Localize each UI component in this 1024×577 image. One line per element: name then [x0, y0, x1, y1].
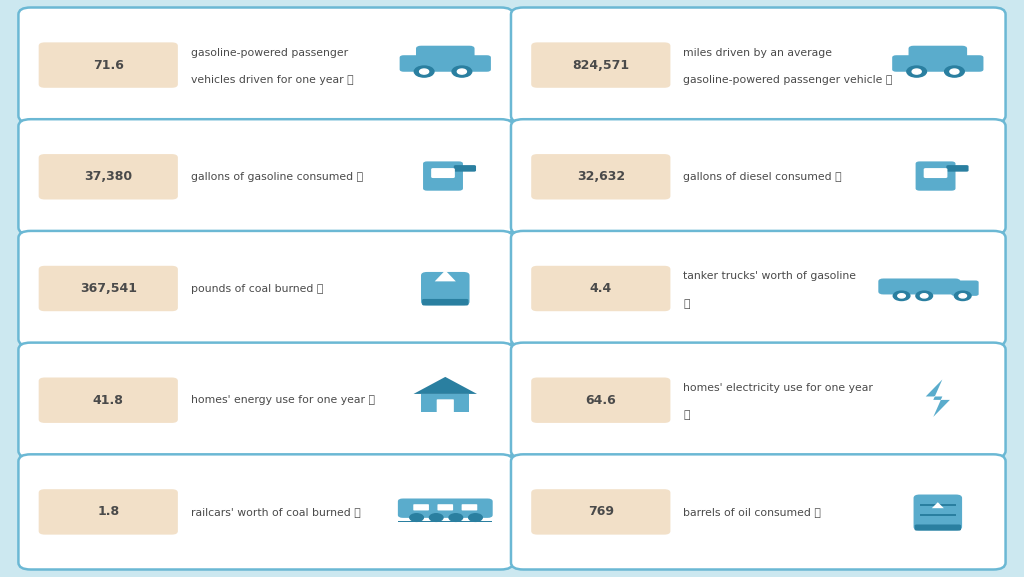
Polygon shape — [414, 377, 477, 394]
FancyBboxPatch shape — [421, 272, 470, 305]
FancyBboxPatch shape — [531, 42, 671, 88]
Polygon shape — [926, 380, 950, 417]
FancyBboxPatch shape — [462, 504, 477, 511]
Circle shape — [954, 291, 971, 301]
Circle shape — [898, 294, 905, 298]
Text: 769: 769 — [588, 505, 613, 518]
Circle shape — [429, 514, 443, 522]
FancyBboxPatch shape — [431, 168, 455, 178]
FancyBboxPatch shape — [39, 154, 178, 200]
Text: ⓘ: ⓘ — [683, 410, 689, 421]
FancyBboxPatch shape — [421, 394, 469, 412]
Text: homes' energy use for one year ⓘ: homes' energy use for one year ⓘ — [190, 395, 375, 405]
Text: 64.6: 64.6 — [586, 394, 616, 407]
Circle shape — [958, 294, 967, 298]
Text: 367,541: 367,541 — [80, 282, 137, 295]
Text: 824,571: 824,571 — [572, 59, 630, 72]
Text: gasoline-powered passenger: gasoline-powered passenger — [190, 48, 348, 58]
Circle shape — [893, 291, 910, 301]
Text: railcars' worth of coal burned ⓘ: railcars' worth of coal burned ⓘ — [190, 507, 360, 517]
FancyBboxPatch shape — [920, 504, 956, 505]
Circle shape — [410, 514, 423, 522]
FancyBboxPatch shape — [398, 499, 493, 518]
Polygon shape — [932, 502, 944, 508]
Text: 1.8: 1.8 — [97, 505, 120, 518]
FancyBboxPatch shape — [437, 504, 453, 511]
FancyBboxPatch shape — [18, 454, 513, 569]
Text: 32,632: 32,632 — [577, 170, 625, 183]
FancyBboxPatch shape — [511, 119, 1006, 234]
FancyBboxPatch shape — [531, 266, 671, 311]
Text: tanker trucks' worth of gasoline: tanker trucks' worth of gasoline — [683, 271, 856, 282]
Circle shape — [912, 69, 922, 74]
FancyBboxPatch shape — [908, 46, 967, 62]
FancyBboxPatch shape — [915, 162, 955, 190]
FancyBboxPatch shape — [879, 279, 961, 294]
Circle shape — [420, 69, 429, 74]
FancyBboxPatch shape — [422, 299, 468, 305]
FancyBboxPatch shape — [511, 454, 1006, 569]
Text: gallons of diesel consumed ⓘ: gallons of diesel consumed ⓘ — [683, 172, 842, 182]
Text: gasoline-powered passenger vehicle ⓘ: gasoline-powered passenger vehicle ⓘ — [683, 75, 893, 85]
Text: gallons of gasoline consumed ⓘ: gallons of gasoline consumed ⓘ — [190, 172, 362, 182]
FancyBboxPatch shape — [18, 119, 513, 234]
Text: pounds of coal burned ⓘ: pounds of coal burned ⓘ — [190, 283, 323, 294]
FancyBboxPatch shape — [39, 42, 178, 88]
FancyBboxPatch shape — [18, 8, 513, 123]
Text: 41.8: 41.8 — [93, 394, 124, 407]
FancyBboxPatch shape — [39, 266, 178, 311]
FancyBboxPatch shape — [398, 520, 493, 522]
FancyBboxPatch shape — [924, 168, 947, 178]
Text: barrels of oil consumed ⓘ: barrels of oil consumed ⓘ — [683, 507, 821, 517]
FancyBboxPatch shape — [18, 231, 513, 346]
FancyBboxPatch shape — [436, 399, 454, 413]
Circle shape — [469, 514, 482, 522]
Text: 71.6: 71.6 — [93, 59, 124, 72]
FancyBboxPatch shape — [39, 377, 178, 423]
Circle shape — [915, 291, 933, 301]
FancyBboxPatch shape — [531, 377, 671, 423]
FancyBboxPatch shape — [946, 165, 969, 172]
Circle shape — [450, 514, 463, 522]
Circle shape — [415, 66, 434, 77]
FancyBboxPatch shape — [511, 343, 1006, 458]
FancyBboxPatch shape — [892, 55, 983, 72]
FancyBboxPatch shape — [914, 524, 961, 531]
Circle shape — [921, 294, 928, 298]
Text: homes' electricity use for one year: homes' electricity use for one year — [683, 383, 872, 393]
Circle shape — [452, 66, 472, 77]
Text: 37,380: 37,380 — [84, 170, 132, 183]
Polygon shape — [435, 270, 456, 282]
FancyBboxPatch shape — [454, 165, 476, 172]
Circle shape — [458, 69, 466, 74]
Text: ⓘ: ⓘ — [683, 299, 689, 309]
FancyBboxPatch shape — [511, 8, 1006, 123]
Circle shape — [950, 69, 958, 74]
FancyBboxPatch shape — [531, 489, 671, 535]
FancyBboxPatch shape — [414, 504, 429, 511]
FancyBboxPatch shape — [39, 489, 178, 535]
Text: miles driven by an average: miles driven by an average — [683, 48, 833, 58]
FancyBboxPatch shape — [18, 343, 513, 458]
Circle shape — [907, 66, 927, 77]
FancyBboxPatch shape — [511, 231, 1006, 346]
FancyBboxPatch shape — [423, 162, 463, 190]
Text: 4.4: 4.4 — [590, 282, 612, 295]
FancyBboxPatch shape — [951, 280, 979, 296]
FancyBboxPatch shape — [416, 46, 474, 62]
FancyBboxPatch shape — [399, 55, 490, 72]
FancyBboxPatch shape — [920, 514, 956, 516]
Circle shape — [944, 66, 965, 77]
Text: vehicles driven for one year ⓘ: vehicles driven for one year ⓘ — [190, 75, 353, 85]
FancyBboxPatch shape — [913, 494, 963, 530]
FancyBboxPatch shape — [531, 154, 671, 200]
